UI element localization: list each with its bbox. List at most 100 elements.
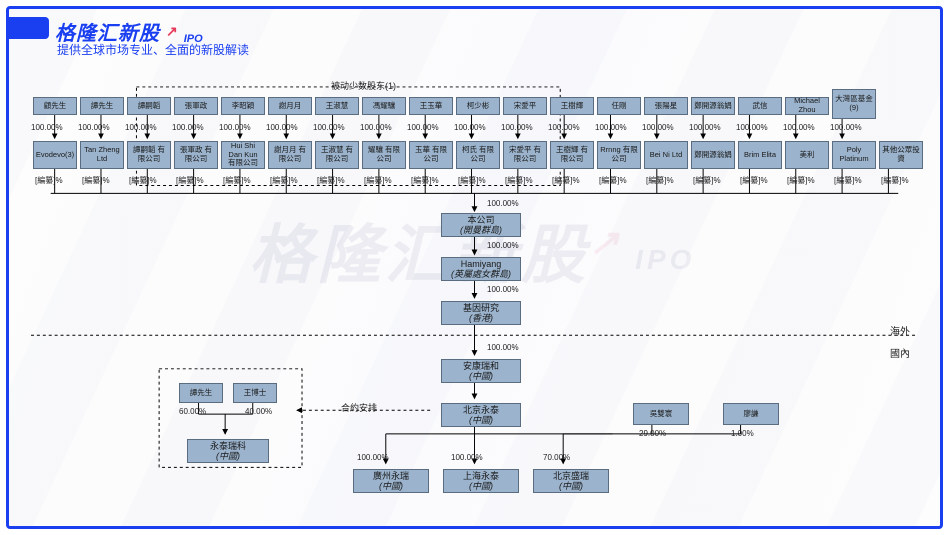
label-overseas: 海外	[890, 323, 910, 338]
top-person-4: 李昭穎	[221, 97, 265, 115]
top-person-6: 王淑慧	[315, 97, 359, 115]
redacted-1: [編纂]%	[82, 175, 110, 186]
pct-top-17: 100.00%	[830, 123, 862, 132]
chain-gene: 基因研究(香港)	[441, 301, 521, 325]
holdco-8: 玉華 有限公司	[409, 141, 453, 169]
top-person-9: 柯少彬	[456, 97, 500, 115]
pct-top-4: 100.00%	[219, 123, 251, 132]
top-person-16: Michael Zhou	[785, 97, 829, 115]
pct-top-5: 100.00%	[266, 123, 298, 132]
holdco-3: 張軍政 有限公司	[174, 141, 218, 169]
holdco-6: 王淑慧 有限公司	[315, 141, 359, 169]
holdco-15: Brim Elita	[738, 141, 782, 169]
pct-top-14: 100.00%	[689, 123, 721, 132]
redacted-11: [編纂]%	[552, 175, 580, 186]
logo-arrow-icon: ↗	[166, 23, 178, 40]
nest-pct-0: 60.00%	[179, 407, 206, 416]
pct-bottom-2: 70.00%	[543, 453, 570, 462]
pct-top-3: 100.00%	[172, 123, 204, 132]
top-person-12: 任剛	[597, 97, 641, 115]
holdco-0: Evodevo(3)	[33, 141, 77, 169]
holdco-7: 耀驤 有限公司	[362, 141, 406, 169]
holdco-4: Hui Shi Dan Kun 有限公司	[221, 141, 265, 169]
pct-chain-0: 100.00%	[487, 199, 519, 208]
pct-top-12: 100.00%	[595, 123, 627, 132]
redacted-7: [編纂]%	[364, 175, 392, 186]
nest-pct-1: 40.00%	[245, 407, 272, 416]
nest-person-tan: 譚先生	[179, 383, 223, 403]
redacted-6: [編纂]%	[317, 175, 345, 186]
pct-top-6: 100.00%	[313, 123, 345, 132]
redacted-16: [編纂]%	[787, 175, 815, 186]
holdco-18: 其他公眾投資	[879, 141, 923, 169]
pct-top-8: 100.00%	[407, 123, 439, 132]
holdco-10: 宋愛平 有限公司	[503, 141, 547, 169]
org-chart: 被动少数股东(1) 本公司(開曼群島) 100.00% Hamiyang(英屬處…	[31, 83, 918, 508]
holdco-2: 譚嗣韜 有限公司	[127, 141, 171, 169]
redacted-9: [編纂]%	[458, 175, 486, 186]
redacted-12: [編纂]%	[599, 175, 627, 186]
pct-chain-2: 100.00%	[487, 285, 519, 294]
pct-top-9: 100.00%	[454, 123, 486, 132]
pct-top-1: 100.00%	[78, 123, 110, 132]
brand-subtitle: 提供全球市场专业、全面的新股解读	[57, 41, 249, 58]
redacted-17: [編纂]%	[834, 175, 862, 186]
pct-top-16: 100.00%	[783, 123, 815, 132]
pct-inv-1: 1.00%	[731, 429, 754, 438]
top-person-17: 大灣區基金(9)	[832, 89, 876, 119]
label-domestic: 國內	[890, 345, 910, 360]
holdco-14: 鄭開源翁娟	[691, 141, 735, 169]
redacted-2: [編纂]%	[129, 175, 157, 186]
redacted-10: [編纂]%	[505, 175, 533, 186]
holdco-5: 謝月月 有限公司	[268, 141, 312, 169]
holdco-11: 王樹輝 有限公司	[550, 141, 594, 169]
redacted-4: [編纂]%	[223, 175, 251, 186]
pct-top-2: 100.00%	[125, 123, 157, 132]
holdco-12: Rrnng 有限公司	[597, 141, 641, 169]
pct-bottom-1: 100.00%	[451, 453, 483, 462]
bottom-guangzhou: 廣州永瑞(中國)	[353, 469, 429, 493]
minority-group-label: 被动少数股东(1)	[331, 79, 396, 92]
chain-hamiyang: Hamiyang(英屬處女群島)	[441, 257, 521, 281]
chain-company: 本公司(開曼群島)	[441, 213, 521, 237]
pct-chain-3: 100.00%	[487, 343, 519, 352]
redacted-18: [編纂]%	[881, 175, 909, 186]
pct-top-10: 100.00%	[501, 123, 533, 132]
holdco-1: Tan Zheng Ltd	[80, 141, 124, 169]
top-person-5: 謝月月	[268, 97, 312, 115]
holdco-16: 美利	[785, 141, 829, 169]
top-person-1: 譚先生	[80, 97, 124, 115]
nest-person-wang: 王博士	[233, 383, 277, 403]
redacted-14: [編纂]%	[693, 175, 721, 186]
top-person-11: 王樹輝	[550, 97, 594, 115]
bottom-shanghai: 上海永泰(中國)	[443, 469, 519, 493]
top-person-2: 譚嗣韜	[127, 97, 171, 115]
bottom-beijing-shengrui: 北京盛瑞(中國)	[533, 469, 609, 493]
pct-top-0: 100.00%	[31, 123, 63, 132]
pct-inv-0: 29.00%	[639, 429, 666, 438]
top-person-7: 馮耀驤	[362, 97, 406, 115]
pct-top-13: 100.00%	[642, 123, 674, 132]
pct-bottom-0: 100.00%	[357, 453, 389, 462]
redacted-3: [編纂]%	[176, 175, 204, 186]
redacted-8: [編纂]%	[411, 175, 439, 186]
top-person-10: 宋愛平	[503, 97, 547, 115]
redacted-0: [編纂]%	[35, 175, 63, 186]
chain-ankang: 安康瑞和(中國)	[441, 359, 521, 383]
pct-top-15: 100.00%	[736, 123, 768, 132]
redacted-15: [編纂]%	[740, 175, 768, 186]
top-person-14: 鄭開源翁娟	[691, 97, 735, 115]
top-person-0: 顧先生	[33, 97, 77, 115]
redacted-13: [編纂]%	[646, 175, 674, 186]
investor-liao: 廖謙	[723, 403, 779, 425]
pct-top-7: 100.00%	[360, 123, 392, 132]
redacted-5: [編纂]%	[270, 175, 298, 186]
nest-entity: 永泰瑞科(中國)	[187, 439, 269, 463]
top-person-3: 張軍政	[174, 97, 218, 115]
top-person-15: 武信	[738, 97, 782, 115]
holdco-13: Bei Ni Ltd	[644, 141, 688, 169]
investor-wu: 吳雙寰	[633, 403, 689, 425]
holdco-9: 柯氏 有限公司	[456, 141, 500, 169]
holdco-17: Poly Platinum	[832, 141, 876, 169]
pct-top-11: 100.00%	[548, 123, 580, 132]
